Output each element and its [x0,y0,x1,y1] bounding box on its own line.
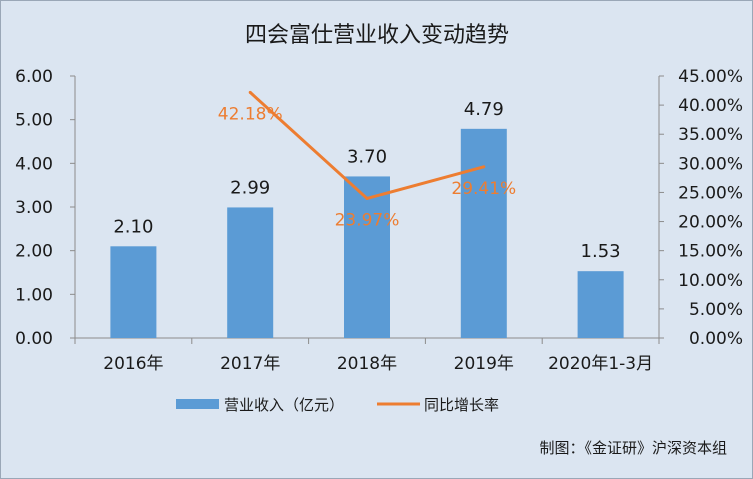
line-point [482,165,486,169]
bar-value-label: 3.70 [347,146,387,167]
bar-value-label: 4.79 [464,99,504,120]
x-category-label: 2016年 [103,354,163,374]
y-right-tick-label: 25.00% [678,183,743,203]
y-left-tick-label: 1.00 [15,285,53,305]
x-category-label: 2020年1-3月 [548,354,653,374]
chart-title: 四会富仕营业收入变动趋势 [245,23,509,48]
bars: 2.10 2.99 3.70 4.79 1.53 [110,99,624,338]
bar-value-label: 2.10 [113,216,153,237]
legend-bar-label: 营业收入（亿元） [224,396,344,414]
legend-line-label: 同比增长率 [424,396,499,414]
bar [110,246,157,338]
x-category-label: 2019年 [454,354,514,374]
bar [577,271,624,338]
y-left-tick-label: 0.00 [15,329,53,349]
y-right-tick-label: 5.00% [689,300,743,320]
y-left-tick-label: 4.00 [15,154,53,174]
line-point [248,90,252,94]
line-point [365,196,369,200]
bar-value-label: 1.53 [581,241,621,262]
y-left-tick-label: 5.00 [15,111,53,131]
growth-line: 42.18% 23.97% 29.41% [218,90,516,230]
line-value-label: 29.41% [451,179,516,199]
y-left-tick-label: 3.00 [15,198,53,218]
bar [344,176,390,338]
legend-bar-swatch [176,399,219,409]
y-left-tick-label: 2.00 [15,242,53,262]
axes: 0.00 1.00 2.00 3.00 4.00 5.00 6.00 0.00% 5.00% 10… [15,67,743,374]
bar [460,128,507,338]
y-right-tick-label: 0.00% [689,329,743,349]
bar [227,207,274,338]
y-right-tick-label: 20.00% [678,213,743,233]
y-right-tick-label: 35.00% [678,125,743,145]
chart-credit: 制图：《金证研》沪深资本组 [539,439,727,457]
y-right-tick-label: 15.00% [678,242,743,262]
y-right-tick-label: 40.00% [678,96,743,116]
legend: 营业收入（亿元） 同比增长率 [176,396,499,414]
bar-value-label: 2.99 [230,177,270,198]
y-right-tick-label: 45.00% [678,67,743,87]
line-value-label: 42.18% [218,104,283,124]
y-right-tick-label: 10.00% [678,271,743,291]
x-category-label: 2017年 [220,354,280,374]
x-category-label: 2018年 [337,354,397,374]
line-value-label: 23.97% [335,210,400,230]
y-right-tick-label: 30.00% [678,154,743,174]
y-left-tick-label: 6.00 [15,67,53,87]
